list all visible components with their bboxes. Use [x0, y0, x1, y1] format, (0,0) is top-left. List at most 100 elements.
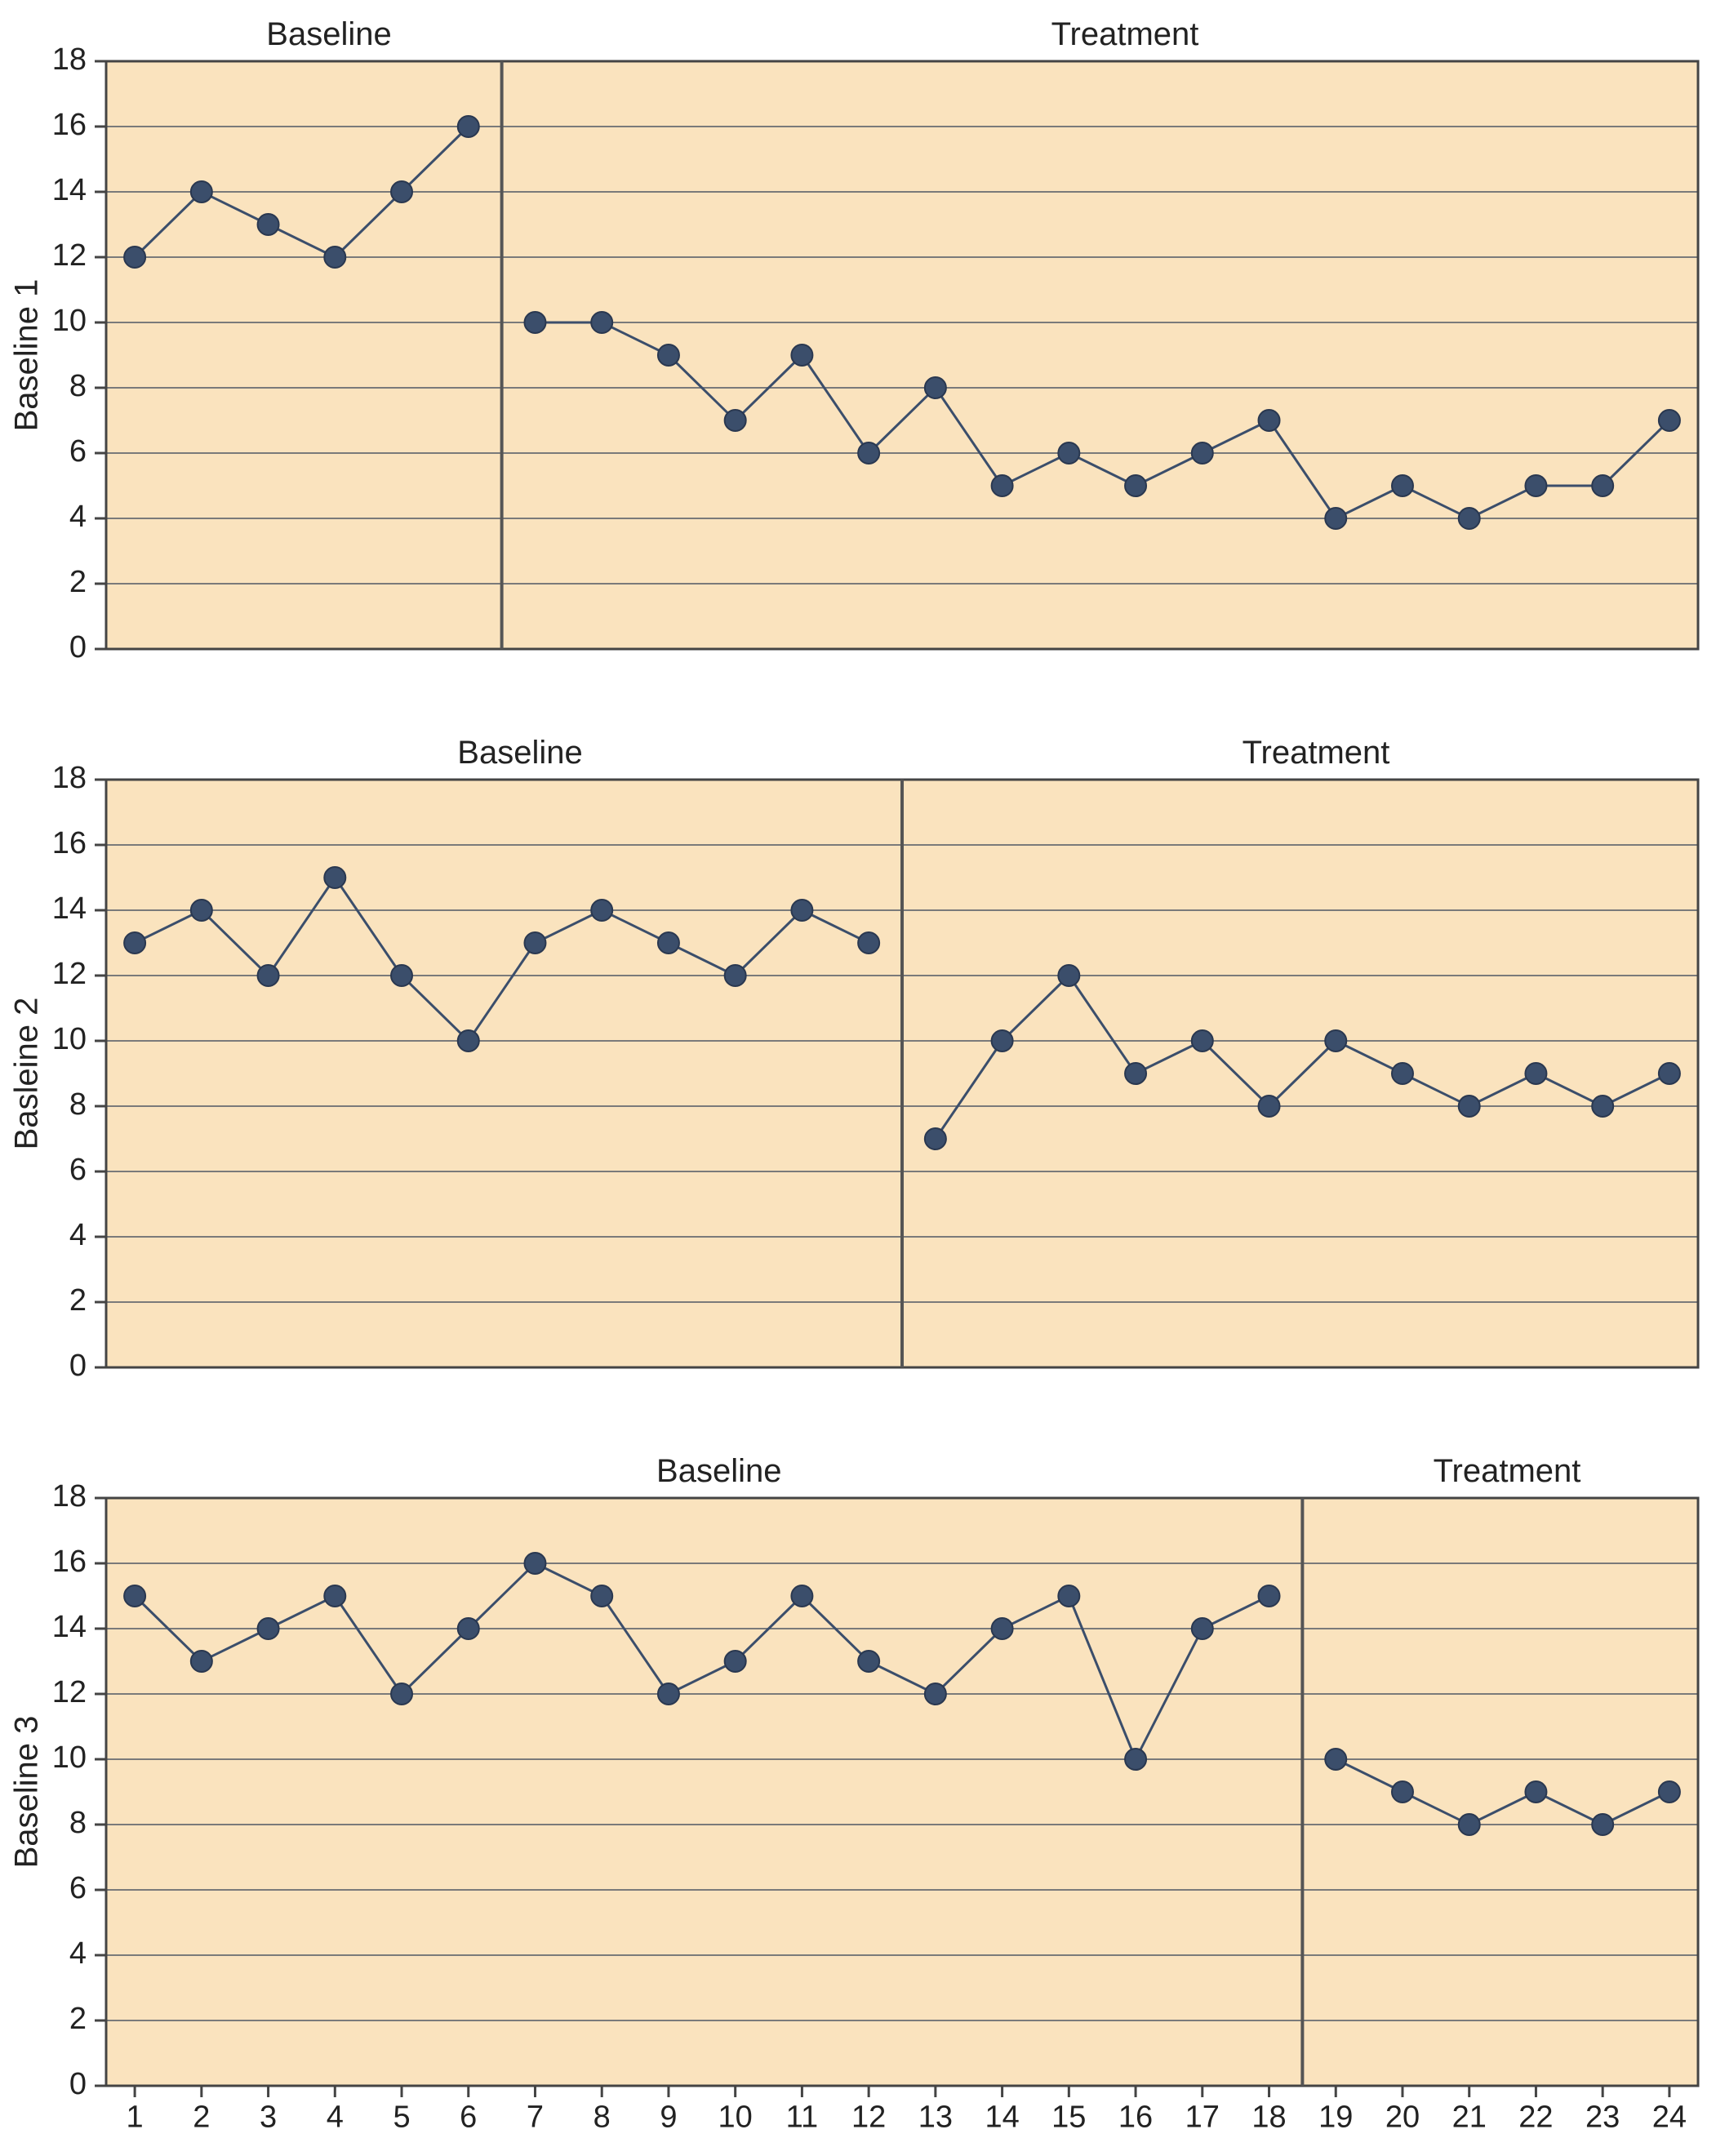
xtick-label: 22: [1518, 2100, 1553, 2134]
plot-background: [106, 1498, 1698, 2086]
ytick-label: 16: [52, 1545, 87, 1579]
treatment-series-marker: [1592, 1096, 1613, 1117]
treatment-series-marker: [1659, 1063, 1680, 1084]
treatment-series-marker: [992, 1030, 1013, 1051]
baseline-series-marker: [992, 1618, 1013, 1639]
plot-background: [106, 61, 1698, 649]
ytick-label: 8: [69, 369, 87, 403]
chart-panel-3: 024681012141618Baseline 3123456789101112…: [12, 1447, 1706, 2143]
ytick-label: 16: [52, 108, 87, 142]
baseline-series-marker: [458, 116, 479, 137]
baseline-series-marker: [391, 181, 412, 202]
baseline-series-marker: [258, 1618, 279, 1639]
xtick-label: 2: [193, 2100, 210, 2134]
baseline-series-marker: [191, 181, 212, 202]
y-axis-label: Basleine 2: [12, 998, 45, 1150]
treatment-series-marker: [1192, 1030, 1213, 1051]
xtick-label: 15: [1051, 2100, 1086, 2134]
treatment-series-marker: [1058, 442, 1079, 464]
baseline-series-marker: [191, 1651, 212, 1672]
treatment-series-marker: [725, 410, 746, 431]
baseline-series-marker: [258, 214, 279, 235]
xtick-label: 12: [851, 2100, 886, 2134]
xtick-label: 11: [786, 2100, 818, 2134]
baseline-series-marker: [1259, 1585, 1280, 1607]
treatment-series-marker: [1259, 410, 1280, 431]
treatment-series-marker: [1259, 1096, 1280, 1117]
chart-panel-2: 024681012141618Basleine 2BaselineTreatme…: [12, 729, 1706, 1388]
treatment-series-marker: [1058, 965, 1079, 986]
treatment-series-marker: [591, 312, 612, 333]
treatment-series-marker: [1392, 1063, 1413, 1084]
treatment-series-marker: [1459, 1814, 1480, 1835]
phase-title-treatment: Treatment: [1434, 1453, 1581, 1489]
ytick-label: 0: [69, 2067, 87, 2101]
ytick-label: 18: [52, 761, 87, 795]
ytick-label: 0: [69, 1349, 87, 1383]
xtick-label: 9: [660, 2100, 677, 2134]
treatment-series-marker: [1459, 508, 1480, 529]
baseline-series-marker: [191, 900, 212, 921]
ytick-label: 14: [52, 173, 87, 207]
xtick-label: 23: [1585, 2100, 1620, 2134]
baseline-series-marker: [591, 1585, 612, 1607]
ytick-label: 2: [69, 1283, 87, 1318]
y-axis-label: Baseline 1: [12, 279, 45, 432]
treatment-series-marker: [1525, 1063, 1546, 1084]
ytick-label: 6: [69, 434, 87, 469]
baseline-series-marker: [858, 1651, 879, 1672]
ytick-label: 6: [69, 1153, 87, 1187]
baseline-series-marker: [391, 965, 412, 986]
ytick-label: 10: [52, 1740, 87, 1775]
treatment-series-marker: [1125, 475, 1146, 496]
treatment-series-marker: [658, 345, 679, 366]
treatment-series-marker: [1659, 1781, 1680, 1803]
treatment-series-marker: [1525, 475, 1546, 496]
phase-title-treatment: Treatment: [1051, 16, 1199, 52]
baseline-series-marker: [658, 1683, 679, 1705]
treatment-series-marker: [1659, 410, 1680, 431]
xtick-label: 13: [918, 2100, 953, 2134]
baseline-series-marker: [524, 1553, 545, 1574]
treatment-series-marker: [524, 312, 545, 333]
ytick-label: 12: [52, 1675, 87, 1709]
ytick-label: 2: [69, 2002, 87, 2036]
ytick-label: 14: [52, 891, 87, 926]
xtick-label: 17: [1185, 2100, 1220, 2134]
ytick-label: 8: [69, 1087, 87, 1122]
treatment-series-marker: [858, 442, 879, 464]
xtick-label: 3: [260, 2100, 277, 2134]
y-axis-label: Baseline 3: [12, 1716, 45, 1869]
baseline-series-marker: [258, 965, 279, 986]
treatment-series-marker: [1192, 442, 1213, 464]
treatment-series-marker: [1392, 475, 1413, 496]
treatment-series-marker: [992, 475, 1013, 496]
treatment-series-marker: [925, 1128, 946, 1149]
treatment-series-marker: [1325, 1749, 1346, 1770]
ytick-label: 6: [69, 1871, 87, 1905]
baseline-series-marker: [324, 867, 345, 888]
ytick-label: 8: [69, 1806, 87, 1840]
xtick-label: 19: [1318, 2100, 1353, 2134]
baseline-series-marker: [725, 1651, 746, 1672]
baseline-series-marker: [1058, 1585, 1079, 1607]
xtick-label: 21: [1452, 2100, 1487, 2134]
treatment-series-marker: [1592, 475, 1613, 496]
baseline-series-marker: [1125, 1749, 1146, 1770]
baseline-series-marker: [124, 247, 145, 268]
baseline-series-marker: [458, 1030, 479, 1051]
ytick-label: 4: [69, 1936, 87, 1971]
baseline-series-marker: [124, 932, 145, 954]
ytick-label: 14: [52, 1610, 87, 1644]
baseline-series-marker: [324, 247, 345, 268]
baseline-series-marker: [925, 1683, 946, 1705]
xtick-label: 4: [327, 2100, 344, 2134]
xtick-label: 7: [527, 2100, 544, 2134]
xtick-label: 18: [1251, 2100, 1286, 2134]
ytick-label: 4: [69, 500, 87, 534]
baseline-series-marker: [1192, 1618, 1213, 1639]
phase-title-baseline: Baseline: [266, 16, 391, 52]
baseline-series-marker: [858, 932, 879, 954]
treatment-series-marker: [1325, 508, 1346, 529]
baseline-series-marker: [524, 932, 545, 954]
